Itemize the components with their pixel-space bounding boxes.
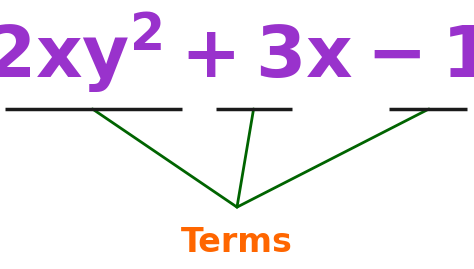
Text: Terms: Terms <box>181 226 293 259</box>
Text: $\mathbf{2xy^2 + 3x - 1}$: $\mathbf{2xy^2 + 3x - 1}$ <box>0 11 474 97</box>
